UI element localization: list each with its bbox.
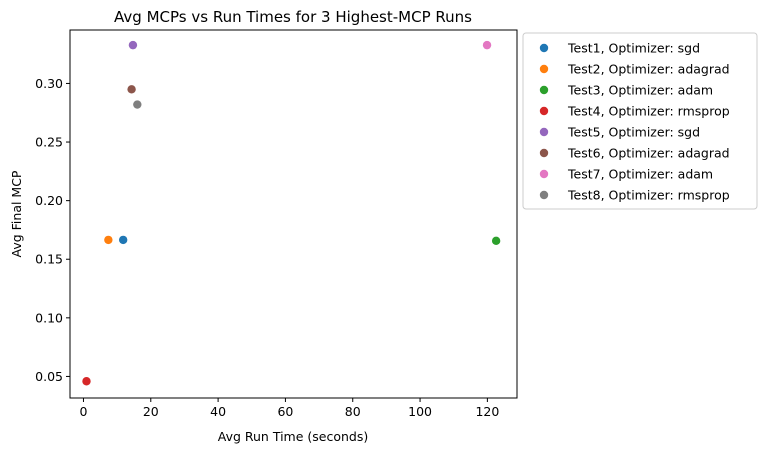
legend-label: Test4, Optimizer: rmsprop (567, 104, 730, 119)
x-tick-label: 0 (79, 404, 87, 419)
data-point-series-4 (82, 377, 91, 386)
legend-label: Test6, Optimizer: adagrad (567, 146, 730, 161)
legend: Test1, Optimizer: sgd Test2, Optimizer: a… (522, 32, 758, 210)
y-tick-label: 0.10 (35, 310, 63, 325)
data-point-series-5 (128, 40, 138, 50)
plot-area (70, 30, 517, 398)
legend-label: Test8, Optimizer: rmsprop (567, 188, 730, 203)
x-tick-label: 80 (345, 404, 361, 419)
x-tick-label: 20 (143, 404, 159, 419)
data-point-series-1 (118, 235, 128, 245)
y-tick-label: 0.05 (35, 369, 63, 384)
legend-label: Test1, Optimizer: sgd (567, 41, 700, 56)
legend-label: Test7, Optimizer: adam (567, 167, 713, 182)
points-layer (82, 40, 501, 386)
y-tick-label: 0.20 (35, 193, 63, 208)
data-point-series-2 (104, 235, 113, 245)
data-point-series-3 (491, 236, 501, 246)
data-point-series-8 (133, 100, 142, 109)
y-tick-label: 0.30 (35, 76, 63, 91)
legend-label: Test5, Optimizer: sgd (567, 125, 700, 140)
legend-marker (539, 190, 549, 200)
legend-label: Test3, Optimizer: adam (567, 83, 713, 98)
y-tick-label: 0.15 (35, 252, 63, 267)
x-tick-label: 100 (408, 404, 432, 419)
x-tick-label: 60 (277, 404, 293, 419)
y-axis-label: Avg Final MCP (9, 170, 24, 257)
plot-frame (69, 29, 518, 399)
legend-marker (539, 127, 549, 137)
data-point-series-6 (127, 85, 136, 94)
data-point-series-7 (482, 40, 492, 50)
legend-marker (539, 64, 549, 74)
legend-marker (539, 43, 549, 53)
legend-marker (539, 148, 549, 158)
legend-marker (539, 106, 549, 116)
legend-marker (539, 169, 549, 179)
ticks-layer: 0 20 40 60 80 100 120 0.05 0.10 0.15 0.20 0.25 0.30 (35, 76, 499, 419)
x-tick-label: 40 (210, 404, 226, 419)
x-axis-label: Avg Run Time (seconds) (218, 429, 368, 444)
legend-marker (539, 85, 549, 95)
legend-items: Test1, Optimizer: sgd Test2, Optimizer: a… (539, 41, 730, 203)
y-tick-label: 0.25 (35, 135, 63, 150)
legend-label: Test2, Optimizer: adagrad (567, 62, 730, 77)
chart-title: Avg MCPs vs Run Times for 3 Highest-MCP … (114, 8, 472, 26)
x-tick-label: 120 (475, 404, 499, 419)
legend-box (522, 32, 758, 210)
